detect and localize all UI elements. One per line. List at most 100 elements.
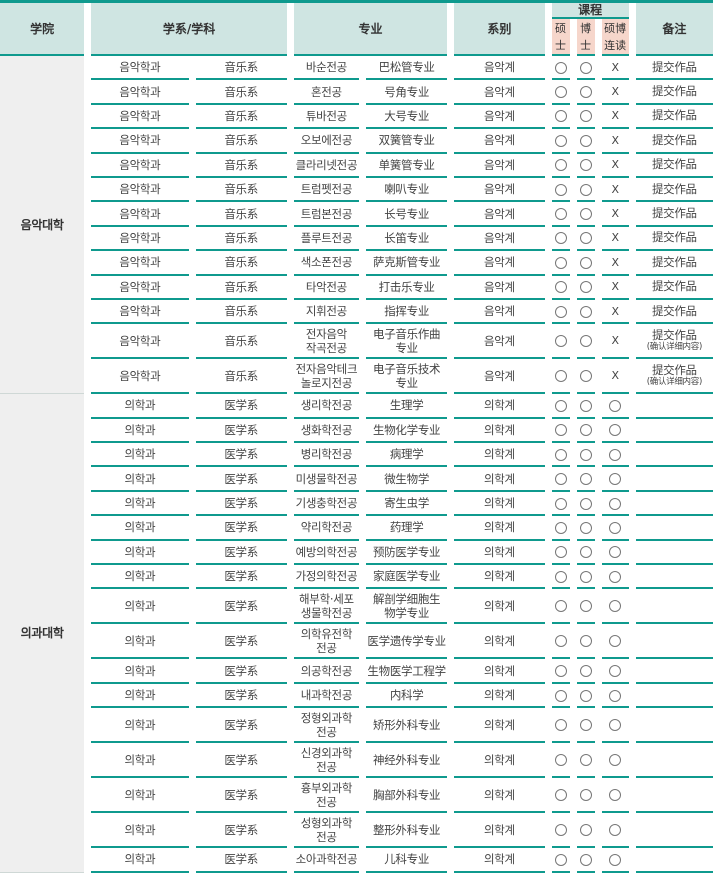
field-cell: 의학계 xyxy=(454,624,545,660)
note-text: 提交作品 xyxy=(651,206,697,221)
circle-icon xyxy=(579,635,592,648)
circle-icon xyxy=(579,824,592,837)
master-availability-cell xyxy=(551,541,570,566)
combined-availability-cell xyxy=(601,684,629,709)
dept-chinese-cell: 音乐系 xyxy=(195,202,287,227)
circle-icon xyxy=(554,719,567,732)
header-college: 学院 xyxy=(0,3,85,56)
dept-chinese-cell: 医学系 xyxy=(195,659,287,684)
note-cell: 提交作品 xyxy=(635,300,713,325)
doctor-availability-cell xyxy=(576,659,595,684)
note-text: 提交作品 xyxy=(651,84,697,99)
combined-availability-cell: X xyxy=(601,251,629,276)
dept-korean-cell: 의학과 xyxy=(91,589,189,625)
header-doctor: 博 士 xyxy=(576,19,595,56)
master-availability-cell xyxy=(551,178,570,203)
circle-icon xyxy=(554,789,567,802)
combined-availability-cell: X xyxy=(601,227,629,252)
dept-korean-cell: 의학과 xyxy=(91,394,189,419)
field-cell: 음악계 xyxy=(454,178,545,203)
master-availability-cell xyxy=(551,848,570,873)
field-cell: 의학계 xyxy=(454,813,545,849)
field-cell: 의학계 xyxy=(454,541,545,566)
doctor-availability-cell xyxy=(576,565,595,590)
field-cell: 의학계 xyxy=(454,778,545,814)
table-row: 음악학과 音乐系 색소폰전공 萨克斯管专业 음악계 X 提交作品 xyxy=(0,251,713,276)
x-mark: X xyxy=(611,182,620,196)
table-row: 의학과 医学系 예방의학전공 预防医学专业 의학계 xyxy=(0,541,713,566)
note-cell xyxy=(635,778,713,814)
combined-availability-cell: X xyxy=(601,324,629,360)
dept-chinese-cell: 医学系 xyxy=(195,684,287,709)
combined-availability-cell: X xyxy=(601,105,629,130)
doctor-availability-cell xyxy=(576,178,595,203)
major-chinese-cell: 喇叭专业 xyxy=(366,178,448,203)
circle-icon xyxy=(579,570,592,583)
table-row: 음악학과 音乐系 트럼펫전공 喇叭专业 음악계 X 提交作品 xyxy=(0,178,713,203)
combined-availability-cell xyxy=(601,516,629,541)
table-row: 의학과 医学系 정형외과학 전공 矫形外科专业 의학계 xyxy=(0,708,713,744)
master-availability-cell xyxy=(551,56,570,81)
combined-availability-cell: X xyxy=(601,154,629,178)
combined-availability-cell: X xyxy=(601,129,629,154)
major-chinese-cell: 萨克斯管专业 xyxy=(366,251,448,276)
note-cell: 提交作品 xyxy=(635,227,713,252)
major-chinese-cell: 打击乐专业 xyxy=(366,276,448,300)
major-korean-cell: 미생물학전공 xyxy=(293,467,359,492)
doctor-availability-cell xyxy=(576,684,595,709)
x-mark: X xyxy=(611,280,620,294)
field-cell: 의학계 xyxy=(454,684,545,709)
field-cell: 의학계 xyxy=(454,492,545,517)
note-cell: 提交作品 (确认详细内容) xyxy=(635,324,713,360)
header-master: 硕 士 xyxy=(551,19,570,56)
combined-availability-cell: X xyxy=(601,178,629,203)
circle-icon xyxy=(609,853,622,866)
dept-korean-cell: 의학과 xyxy=(91,813,189,849)
note-cell xyxy=(635,541,713,566)
dept-chinese-cell: 音乐系 xyxy=(195,56,287,81)
dept-chinese-cell: 医学系 xyxy=(195,565,287,590)
note-cell: 提交作品 xyxy=(635,80,713,105)
circle-icon xyxy=(609,521,622,534)
circle-icon xyxy=(579,789,592,802)
combined-availability-cell xyxy=(601,467,629,492)
college-cell: 음악대학 xyxy=(0,56,85,395)
combined-availability-cell: X xyxy=(601,359,629,395)
circle-icon xyxy=(554,635,567,648)
circle-icon xyxy=(554,665,567,678)
circle-icon xyxy=(554,754,567,767)
field-cell: 의학계 xyxy=(454,467,545,492)
note-text: 提交作品 xyxy=(651,362,697,377)
combined-availability-cell: X xyxy=(601,80,629,105)
field-cell: 의학계 xyxy=(454,443,545,468)
master-availability-cell xyxy=(551,129,570,154)
dept-korean-cell: 의학과 xyxy=(91,419,189,444)
doctor-availability-cell xyxy=(576,300,595,325)
master-availability-cell xyxy=(551,154,570,178)
master-availability-cell xyxy=(551,443,570,468)
doctor-availability-cell xyxy=(576,541,595,566)
field-cell: 의학계 xyxy=(454,516,545,541)
circle-icon xyxy=(554,424,567,437)
doctor-availability-cell xyxy=(576,624,595,660)
circle-icon xyxy=(579,689,592,702)
note-subtext: (确认详细内容) xyxy=(646,376,703,387)
dept-chinese-cell: 音乐系 xyxy=(195,178,287,203)
combined-availability-cell xyxy=(601,778,629,814)
circle-icon xyxy=(579,546,592,559)
major-chinese-cell: 儿科专业 xyxy=(366,848,448,873)
note-cell xyxy=(635,743,713,779)
circle-icon xyxy=(554,473,567,486)
major-chinese-cell: 解剖学细胞生 物学专业 xyxy=(366,589,448,625)
circle-icon xyxy=(579,399,592,412)
master-availability-cell xyxy=(551,276,570,300)
dept-korean-cell: 음악학과 xyxy=(91,129,189,154)
master-availability-cell xyxy=(551,684,570,709)
circle-icon xyxy=(554,86,567,99)
note-cell: 提交作品 xyxy=(635,276,713,300)
circle-icon xyxy=(554,824,567,837)
circle-icon xyxy=(554,256,567,269)
dept-korean-cell: 음악학과 xyxy=(91,80,189,105)
dept-chinese-cell: 音乐系 xyxy=(195,359,287,395)
note-text: 提交作品 xyxy=(651,303,697,318)
